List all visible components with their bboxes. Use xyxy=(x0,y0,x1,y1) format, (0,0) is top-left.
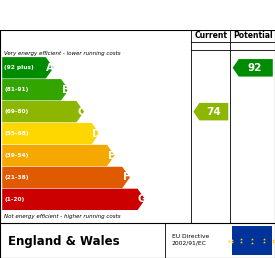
Text: (92 plus): (92 plus) xyxy=(4,65,34,70)
Polygon shape xyxy=(2,101,84,122)
Text: 74: 74 xyxy=(207,107,221,117)
Text: Potential: Potential xyxy=(233,31,273,41)
FancyBboxPatch shape xyxy=(232,226,272,255)
Polygon shape xyxy=(2,57,54,78)
Text: B: B xyxy=(62,85,70,95)
Polygon shape xyxy=(2,79,69,100)
Polygon shape xyxy=(233,59,273,77)
Text: E: E xyxy=(108,150,115,160)
Text: Energy Efficiency Rating: Energy Efficiency Rating xyxy=(11,7,213,22)
Text: D: D xyxy=(92,128,101,139)
Text: England & Wales: England & Wales xyxy=(8,235,120,248)
Text: (69-80): (69-80) xyxy=(4,109,28,114)
Polygon shape xyxy=(2,167,130,188)
Text: EU Directive
2002/91/EC: EU Directive 2002/91/EC xyxy=(172,234,209,246)
Text: (21-38): (21-38) xyxy=(4,175,29,180)
Text: A: A xyxy=(46,63,54,73)
Polygon shape xyxy=(2,189,145,210)
Polygon shape xyxy=(2,123,99,144)
Text: (39-54): (39-54) xyxy=(4,153,29,158)
Text: Not energy efficient - higher running costs: Not energy efficient - higher running co… xyxy=(4,214,121,220)
Text: Very energy efficient - lower running costs: Very energy efficient - lower running co… xyxy=(4,51,121,56)
Text: C: C xyxy=(77,107,85,117)
Text: F: F xyxy=(123,172,130,182)
Text: (55-68): (55-68) xyxy=(4,131,29,136)
Polygon shape xyxy=(2,145,115,166)
Text: (81-91): (81-91) xyxy=(4,87,29,92)
Text: (1-20): (1-20) xyxy=(4,197,24,202)
Text: Current: Current xyxy=(194,31,227,41)
Polygon shape xyxy=(193,103,228,120)
Text: G: G xyxy=(138,194,146,204)
Text: 92: 92 xyxy=(248,63,262,73)
